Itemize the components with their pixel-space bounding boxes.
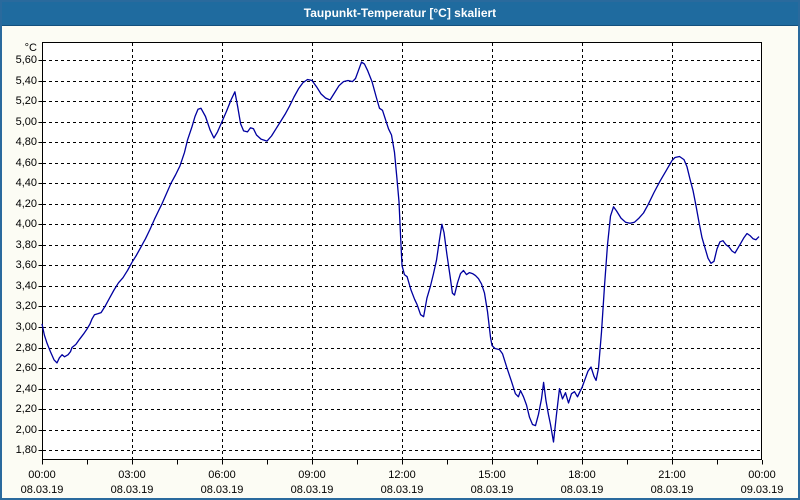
x-axis-date-label: 08.03.19	[650, 484, 694, 496]
x-axis-time-label: 06:00	[208, 469, 236, 481]
x-axis-time-label: 00:00	[748, 469, 776, 481]
x-axis-time-label: 18:00	[568, 469, 596, 481]
y-axis-label: 3,80	[15, 238, 37, 251]
x-axis-date-label: 09.03.19	[740, 484, 784, 496]
chart-container: °C 5,60 5,40 5,20 5,00 4,80 4,60 4,40 4,20 4,00 3…	[2, 25, 798, 498]
y-axis-label: 2,40	[15, 382, 37, 395]
x-axis-date-label: 08.03.19	[560, 484, 604, 496]
series-line	[41, 61, 760, 443]
y-axis-label: 3,20	[15, 300, 37, 313]
line-chart-plot	[38, 42, 763, 465]
y-axis-label: 4,80	[15, 136, 37, 149]
x-axis-date-label: 08.03.19	[20, 484, 64, 496]
y-axis-label: 3,60	[15, 259, 37, 272]
title-bar: Taupunkt-Temperatur [°C] skaliert	[2, 2, 798, 26]
y-axis-label: 5,40	[15, 74, 37, 87]
x-axis-date-label: 08.03.19	[380, 484, 424, 496]
y-axis-unit-label: °C	[24, 42, 37, 54]
x-axis-time-label: 03:00	[118, 469, 146, 481]
y-axis-label: 4,20	[15, 197, 37, 210]
x-axis-time-label: 00:00	[28, 469, 56, 481]
x-axis-time-label: 21:00	[658, 469, 686, 481]
y-axis-label: 3,00	[15, 320, 37, 333]
y-axis-label: 5,60	[15, 54, 37, 66]
x-axis-time-label: 12:00	[388, 469, 416, 481]
y-axis-label: 5,20	[15, 95, 37, 108]
y-axis-label: 2,20	[15, 403, 37, 416]
y-axis-label: 1,80	[15, 444, 37, 457]
x-axis-date-label: 08.03.19	[110, 484, 154, 496]
plot-border	[42, 42, 762, 460]
y-axis-label: 2,80	[15, 341, 37, 354]
y-axis-label: 3,40	[15, 279, 37, 292]
y-axis-label: 2,60	[15, 362, 37, 375]
y-axis-label: 4,40	[15, 177, 37, 190]
x-axis-date-label: 08.03.19	[290, 484, 334, 496]
x-axis-time-label: 09:00	[298, 469, 326, 481]
x-axis-time-label: 15:00	[478, 469, 506, 481]
y-axis-label: 4,60	[15, 156, 37, 169]
x-axis-date-label: 08.03.19	[200, 484, 244, 496]
y-axis-label: 2,00	[15, 423, 37, 436]
y-axis-label: 5,00	[15, 115, 37, 128]
window-title: Taupunkt-Temperatur [°C] skaliert	[303, 6, 497, 20]
x-axis-date-label: 08.03.19	[470, 484, 514, 496]
y-axis-label: 4,00	[15, 218, 37, 231]
